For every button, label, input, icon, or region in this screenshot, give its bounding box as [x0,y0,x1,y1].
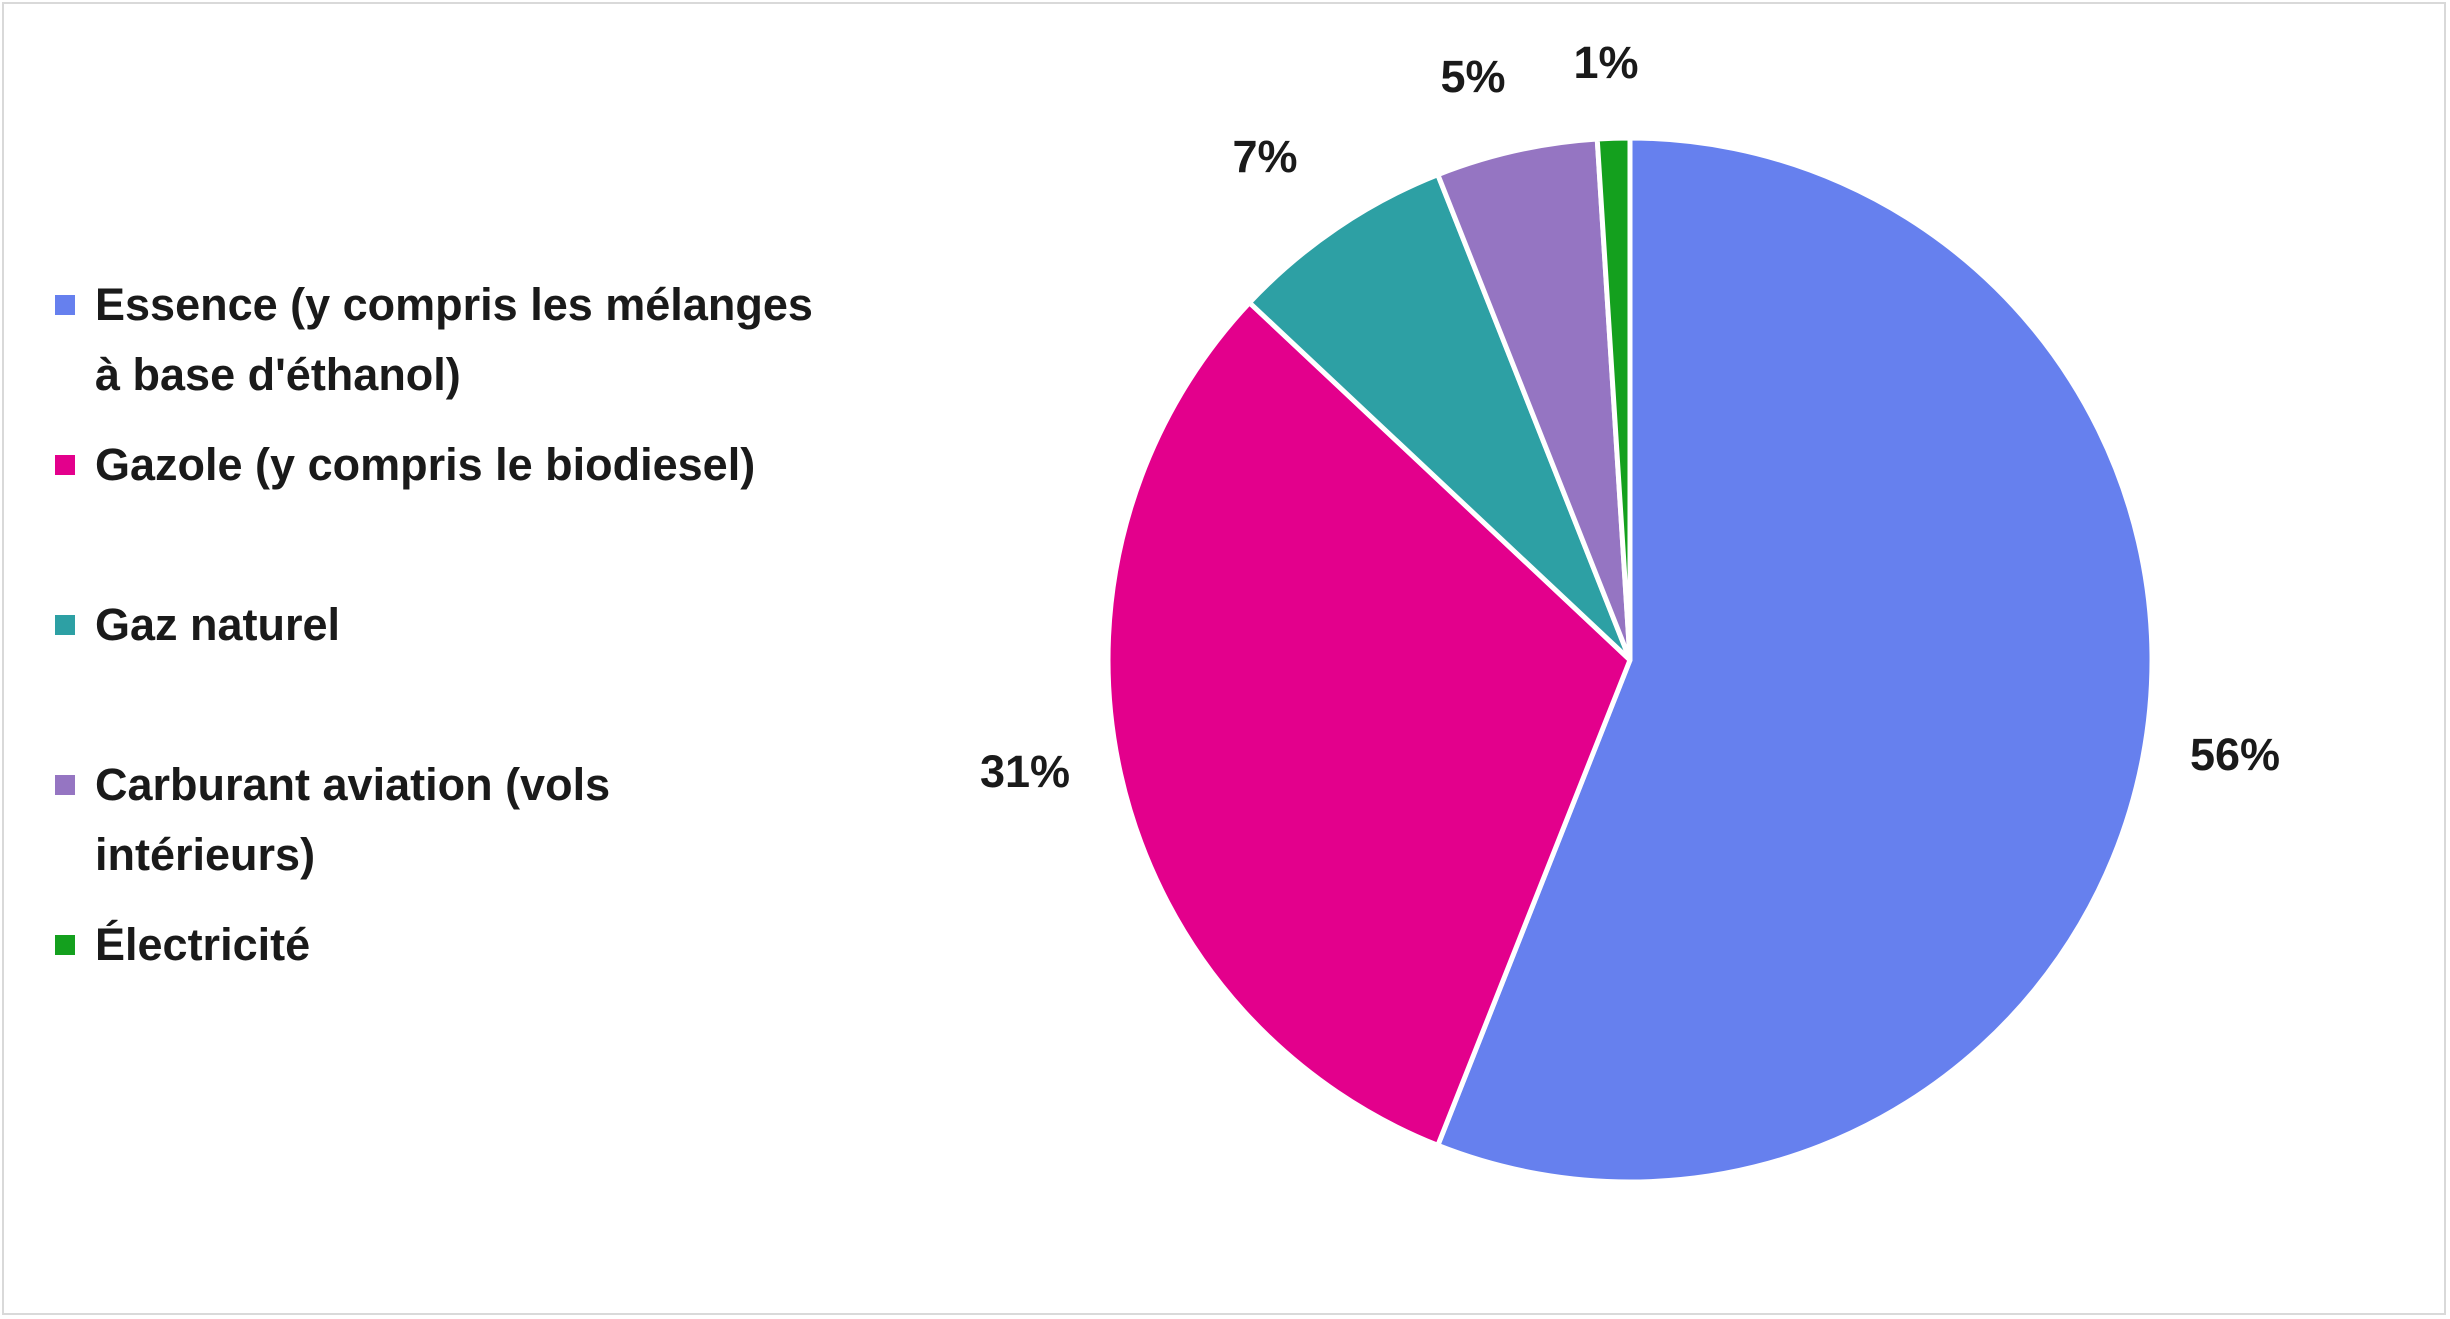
legend-item-gaz-naturel: Gaz naturel [55,590,815,660]
legend-item-electricite: Électricité [55,910,815,980]
pie-slice-carburant-aviation [1435,136,1633,663]
data-label-electricite: 1% [1573,37,1638,88]
legend-label-gaz-naturel: Gaz naturel [95,599,341,650]
legend-label-essence: Essence (y compris les mélanges à base d… [95,279,813,400]
data-label-gaz-naturel: 7% [1232,131,1297,182]
legend-swatch-essence [55,295,75,315]
pie-slice-gaz-naturel [1246,172,1633,663]
legend-item-gazole: Gazole (y compris le biodiesel) [55,430,815,500]
legend-item-carburant-aviation: Carburant aviation (vols intérieurs) [55,750,715,890]
legend-swatch-gaz-naturel [55,615,75,635]
data-label-carburant-aviation: 5% [1440,51,1505,102]
legend-swatch-electricite [55,935,75,955]
legend-swatch-gazole [55,455,75,475]
legend-label-carburant-aviation: Carburant aviation (vols intérieurs) [95,759,611,880]
data-label-gazole: 31% [980,746,1070,797]
legend-swatch-carburant-aviation [55,775,75,795]
pie-slice-electricite [1594,135,1633,663]
pie-slice-essence [1435,135,2155,1185]
data-label-essence: 56% [2190,729,2280,780]
pie-slice-gazole [1105,300,1633,1148]
legend-label-gazole: Gazole (y compris le biodiesel) [95,439,756,490]
legend-label-electricite: Électricité [95,919,311,970]
legend-item-essence: Essence (y compris les mélanges à base d… [55,270,815,410]
